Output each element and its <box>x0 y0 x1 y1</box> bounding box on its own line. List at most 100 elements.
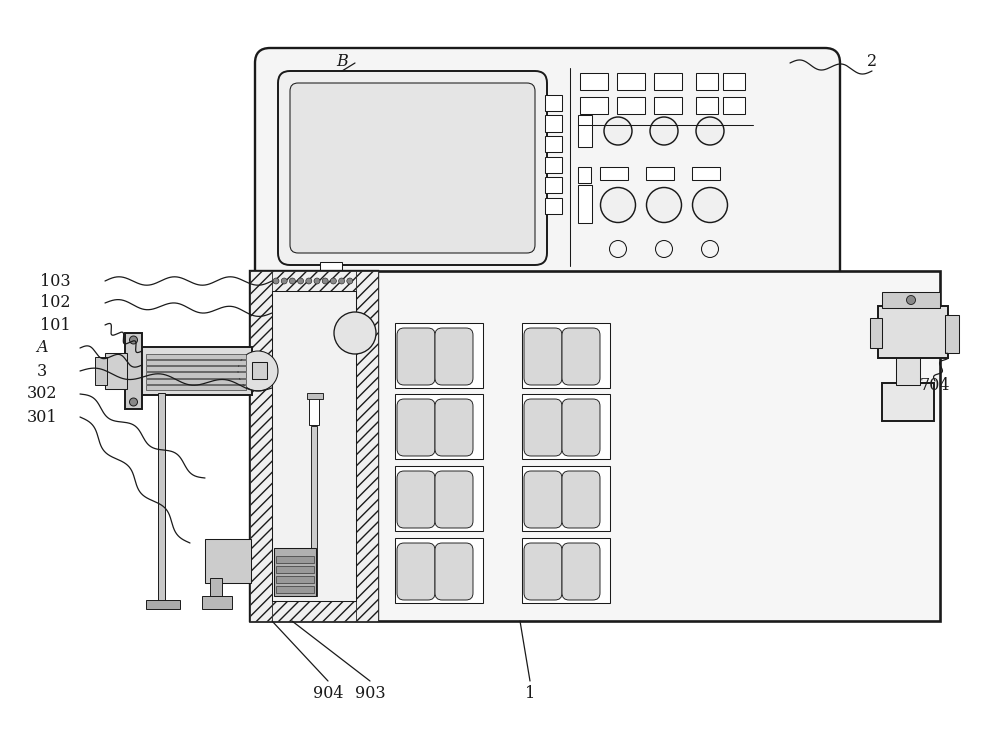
Bar <box>272 601 356 621</box>
Bar <box>395 538 483 603</box>
Bar <box>395 466 483 531</box>
Bar <box>580 97 608 114</box>
Bar <box>205 539 251 583</box>
FancyBboxPatch shape <box>524 471 562 528</box>
Bar <box>105 353 127 389</box>
Bar <box>545 136 562 152</box>
Circle shape <box>347 278 353 284</box>
Bar <box>146 360 246 366</box>
Text: 904: 904 <box>313 684 343 701</box>
Bar <box>250 271 272 621</box>
Bar <box>696 73 718 90</box>
Bar <box>276 576 314 583</box>
Bar <box>522 323 610 388</box>
Bar <box>146 379 246 384</box>
Bar <box>723 97 745 114</box>
Bar <box>146 366 246 372</box>
Bar <box>274 548 316 596</box>
Bar <box>311 426 317 596</box>
Bar <box>146 354 246 359</box>
Circle shape <box>289 278 295 284</box>
Bar <box>522 538 610 603</box>
Bar <box>617 73 645 90</box>
Bar <box>545 95 562 111</box>
Text: 103: 103 <box>40 273 70 290</box>
Bar <box>882 383 934 421</box>
Bar <box>522 466 610 531</box>
Bar <box>617 97 645 114</box>
Bar <box>578 167 591 183</box>
Text: 704: 704 <box>920 377 950 394</box>
Bar <box>250 271 940 621</box>
Bar <box>654 97 682 114</box>
FancyBboxPatch shape <box>524 399 562 456</box>
Bar <box>395 323 483 388</box>
Text: 3: 3 <box>37 363 47 380</box>
Circle shape <box>298 278 304 284</box>
Bar <box>545 157 562 172</box>
Bar <box>545 177 562 193</box>
Circle shape <box>604 117 632 145</box>
Text: 903: 903 <box>355 684 385 701</box>
FancyBboxPatch shape <box>435 328 473 385</box>
Circle shape <box>339 278 345 284</box>
Bar <box>146 385 246 390</box>
FancyBboxPatch shape <box>278 71 547 265</box>
Bar <box>646 167 674 180</box>
Circle shape <box>130 336 138 344</box>
Bar <box>882 292 940 308</box>
Circle shape <box>330 278 336 284</box>
FancyBboxPatch shape <box>255 48 840 286</box>
FancyBboxPatch shape <box>562 399 600 456</box>
Bar <box>545 198 562 213</box>
Bar <box>320 262 342 276</box>
FancyBboxPatch shape <box>524 543 562 600</box>
Circle shape <box>650 117 678 145</box>
Bar <box>545 115 562 132</box>
Bar <box>578 115 592 147</box>
Bar <box>250 271 378 621</box>
Bar <box>309 397 319 424</box>
FancyBboxPatch shape <box>290 83 535 253</box>
Bar <box>522 394 610 459</box>
Circle shape <box>322 278 328 284</box>
Circle shape <box>646 187 682 222</box>
Circle shape <box>906 296 916 305</box>
Bar <box>395 394 483 459</box>
Text: A: A <box>36 340 48 357</box>
Bar <box>580 73 608 90</box>
Text: 301: 301 <box>27 409 57 426</box>
Text: 102: 102 <box>40 294 70 311</box>
Bar <box>692 167 720 180</box>
Bar <box>146 600 180 609</box>
Bar <box>896 339 920 385</box>
Circle shape <box>600 187 636 222</box>
Circle shape <box>238 351 278 391</box>
Circle shape <box>334 312 376 354</box>
FancyBboxPatch shape <box>397 328 435 385</box>
Bar <box>158 393 165 605</box>
Bar <box>356 271 378 621</box>
Circle shape <box>306 278 312 284</box>
Text: 1: 1 <box>525 684 535 701</box>
Bar <box>276 586 314 593</box>
FancyBboxPatch shape <box>524 328 562 385</box>
FancyBboxPatch shape <box>562 471 600 528</box>
Bar <box>600 167 628 180</box>
Bar <box>696 97 718 114</box>
Bar <box>272 271 356 291</box>
Bar <box>146 372 246 377</box>
Circle shape <box>273 278 279 284</box>
Text: B: B <box>336 53 348 70</box>
Circle shape <box>281 278 287 284</box>
Bar <box>945 315 959 353</box>
FancyBboxPatch shape <box>435 543 473 600</box>
Bar <box>252 362 267 379</box>
Bar <box>140 347 252 395</box>
FancyBboxPatch shape <box>435 471 473 528</box>
Text: 302: 302 <box>27 386 57 403</box>
Bar <box>870 318 882 348</box>
Bar <box>723 73 745 90</box>
FancyBboxPatch shape <box>397 543 435 600</box>
FancyBboxPatch shape <box>562 328 600 385</box>
